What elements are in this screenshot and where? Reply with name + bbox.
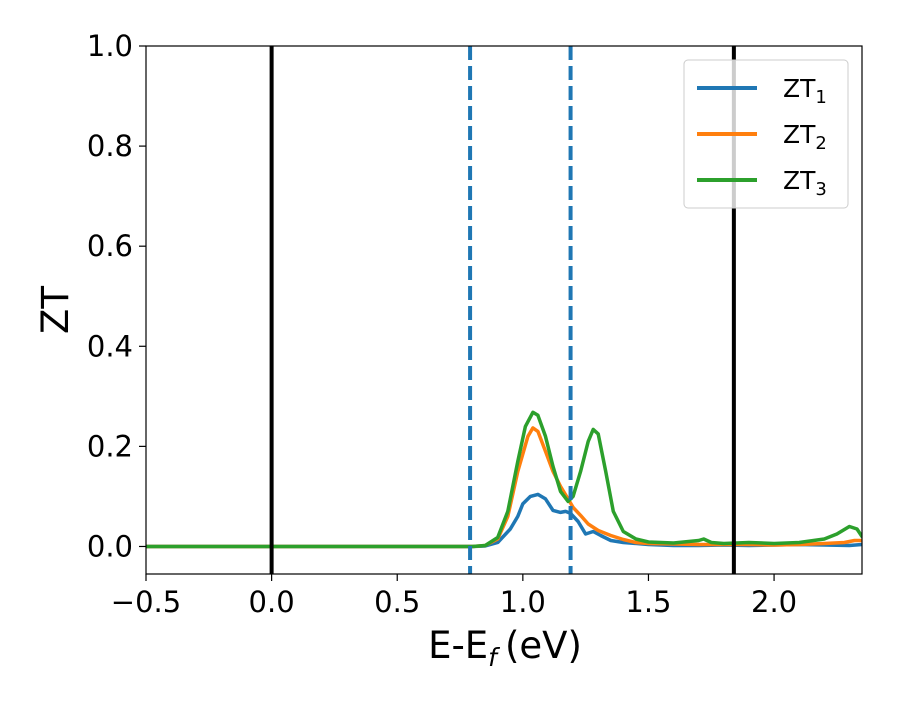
legend-label-2-sub: 2 <box>815 133 826 154</box>
plot-frame-layer <box>145 45 863 575</box>
legend-box <box>683 59 849 209</box>
x-tick-label: 0.0 <box>249 585 295 619</box>
y-tick-label: 0.6 <box>87 229 133 263</box>
y-axis-title: ZT <box>34 286 77 334</box>
x-axis-title-sub: f <box>488 643 500 672</box>
series-line-3 <box>146 410 862 549</box>
legend-label-3-sub: 3 <box>815 179 826 200</box>
x-tick-label: 2.0 <box>751 585 797 619</box>
y-tick-label: 0.4 <box>87 329 133 363</box>
legend: ZT1 ZT2 ZT3 <box>683 59 849 209</box>
x-axis-title-main: E-E <box>428 624 488 667</box>
x-axis-title: E-Ef (eV) <box>428 624 582 672</box>
x-tick-label: 1.5 <box>625 585 671 619</box>
x-tick-label: 0.5 <box>374 585 420 619</box>
legend-label-2: ZT2 <box>783 120 827 154</box>
legend-label-1-main: ZT <box>783 74 816 103</box>
series-line-2 <box>146 426 862 549</box>
legend-label-3-main: ZT <box>783 166 816 195</box>
y-tick-label: 0.2 <box>87 429 133 463</box>
legend-label-1: ZT1 <box>783 74 827 108</box>
y-tick-label: 0.0 <box>87 529 133 563</box>
x-tick-label: −0.5 <box>111 585 181 619</box>
legend-label-2-main: ZT <box>783 120 816 149</box>
legend-label-1-sub: 1 <box>815 87 826 108</box>
plot-frame <box>145 45 863 575</box>
x-tick-label: 1.0 <box>500 585 546 619</box>
legend-label-3: ZT3 <box>783 166 827 200</box>
x-axis-title-unit: (eV) <box>505 624 582 667</box>
tick-layer: −0.5 0.0 0.5 1.0 1.5 2.0 0.0 0.2 0.4 0.6 0.8 1.0 <box>87 29 797 619</box>
y-tick-label: 1.0 <box>87 29 133 63</box>
y-tick-label: 0.8 <box>87 129 133 163</box>
